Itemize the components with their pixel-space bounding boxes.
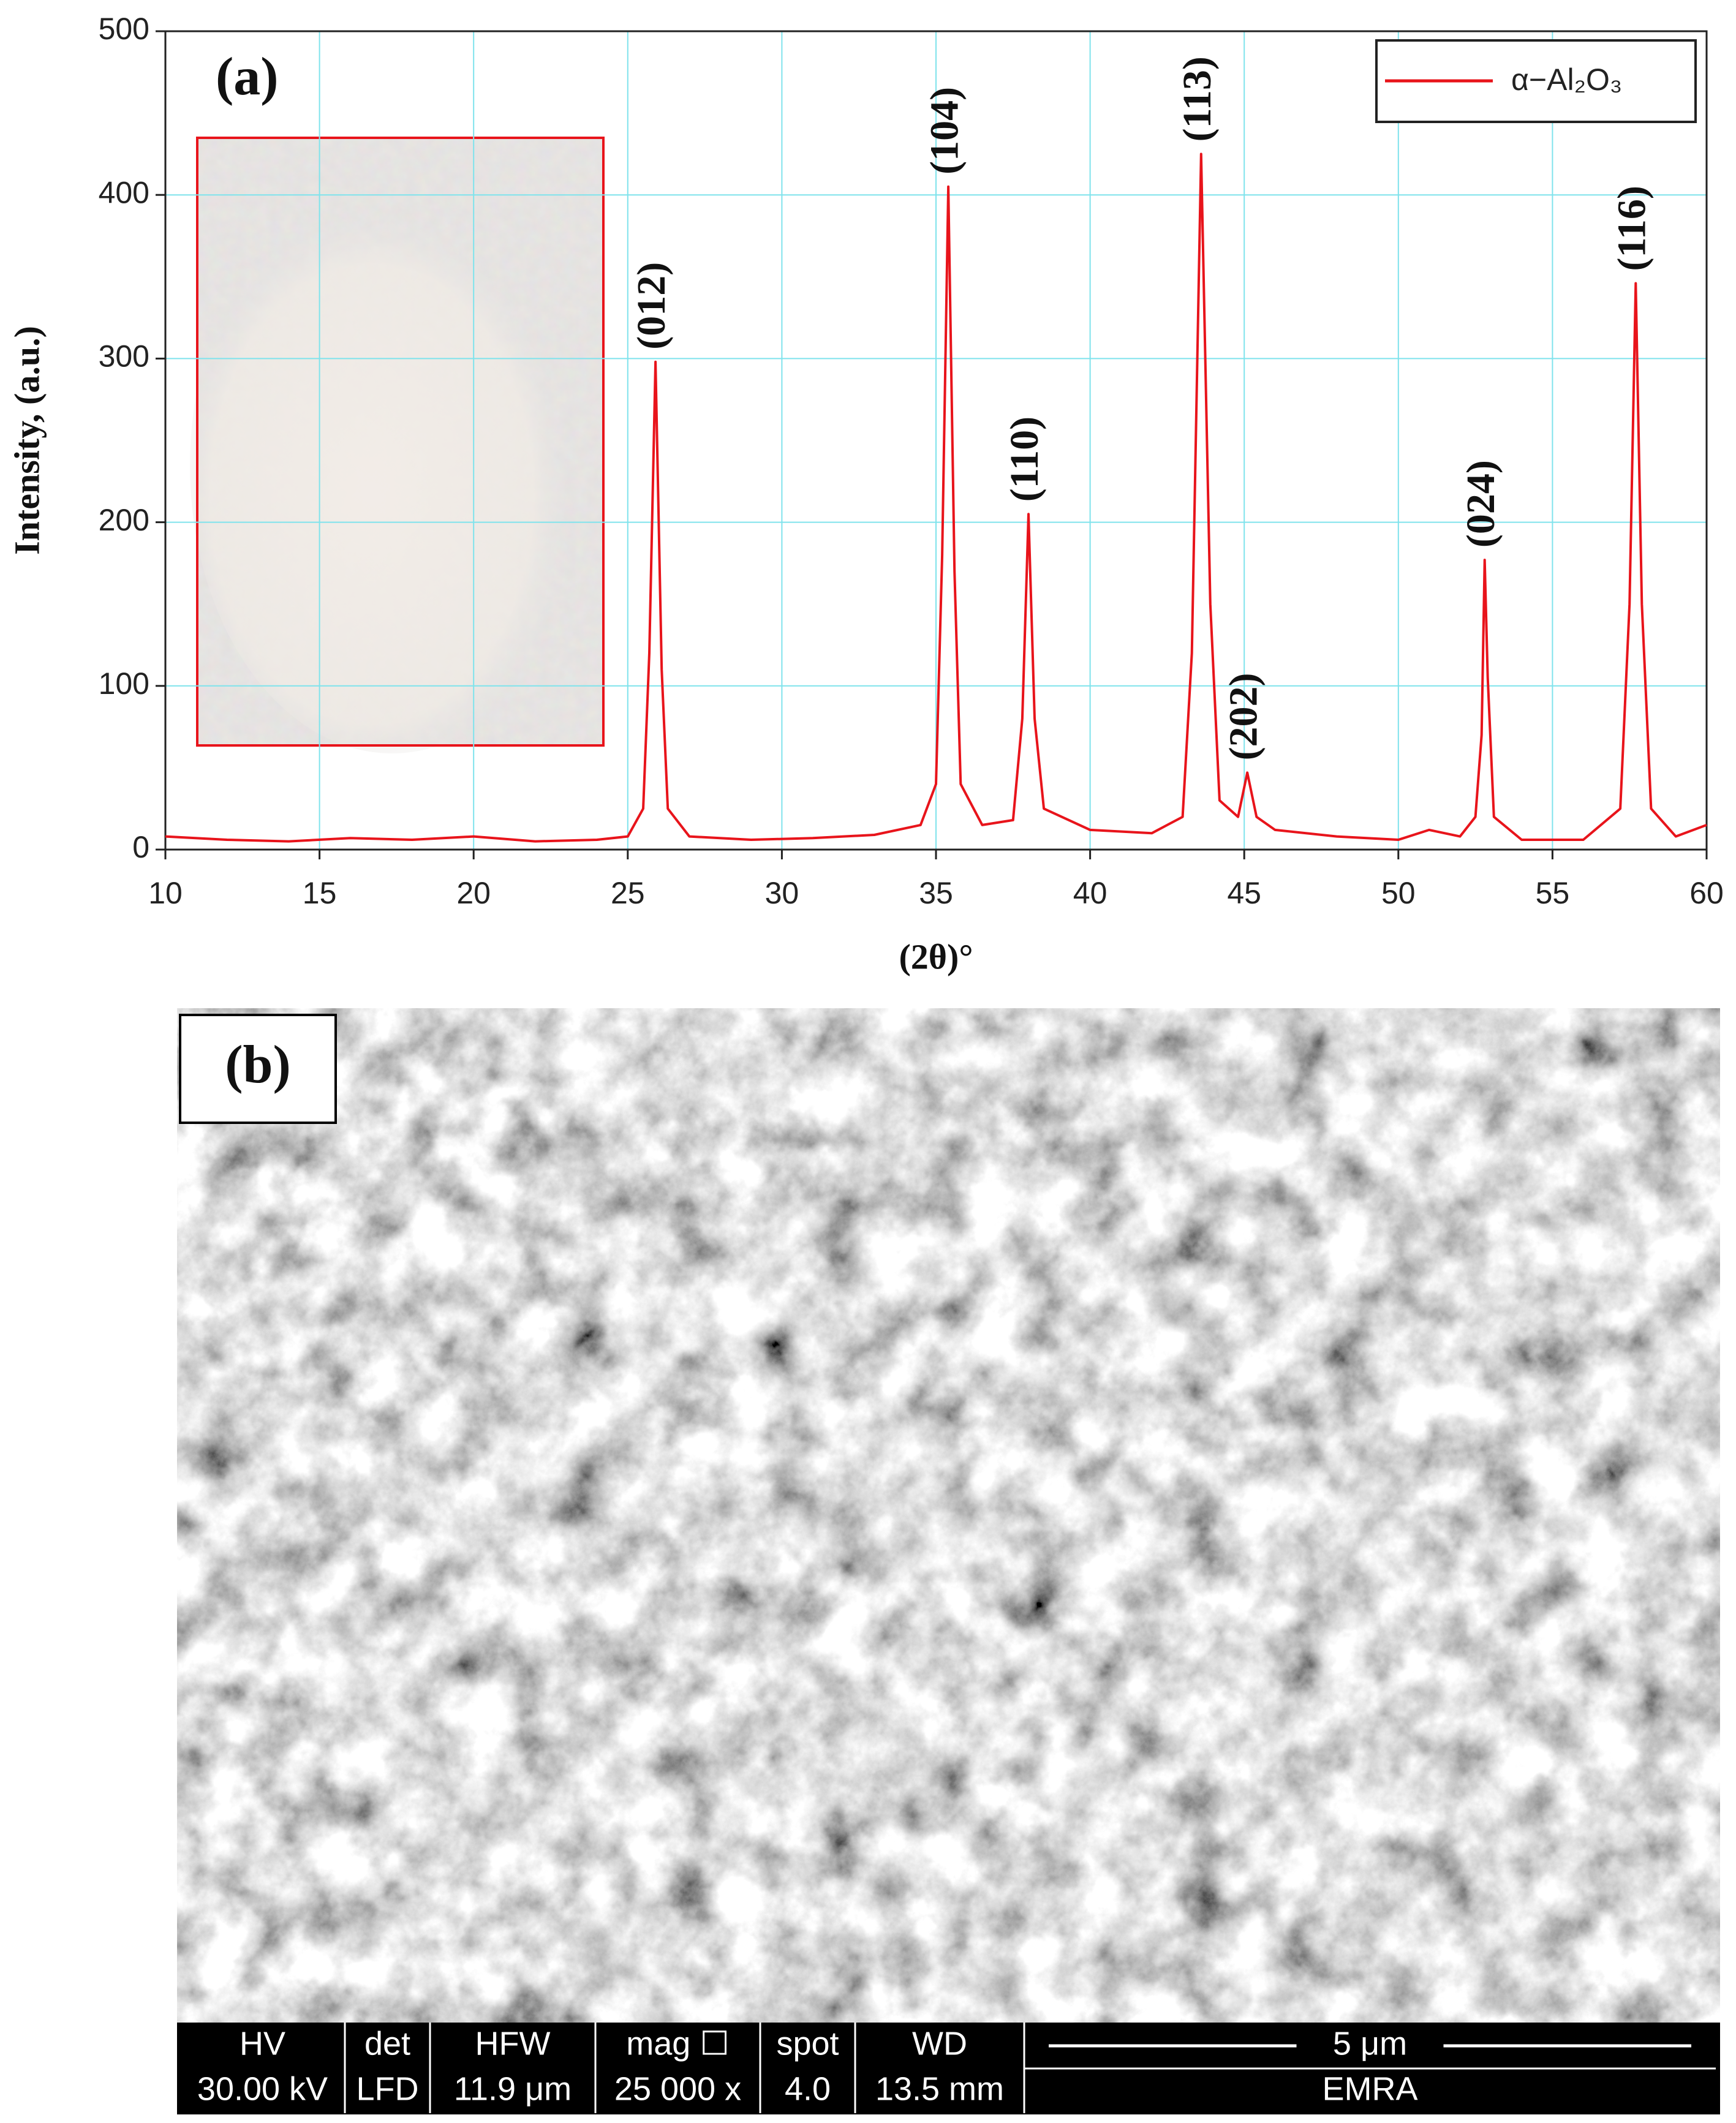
sem-panel: (b) HV 30.00 kV det LFD HFW 11.9 μm mag ☐ 25 00… (177, 1008, 1720, 2114)
x-tick-label: 25 (611, 876, 645, 910)
powder-pile (190, 178, 594, 753)
panel-label: (a) (216, 47, 279, 107)
panel-label-box (179, 1014, 337, 1124)
panel-label: (b) (225, 1035, 291, 1095)
peak-label: (202) (1221, 673, 1266, 760)
plot-frame (164, 30, 1708, 851)
xrd-chart: 10 15 20 25 30 35 40 45 50 55 60 0 100 200 300 400 500 (0… (7, 12, 1724, 976)
x-tick-label: 45 (1227, 876, 1261, 910)
x-tick-label: 10 (148, 876, 183, 910)
info-value: LFD (356, 2070, 418, 2107)
info-header: WD (912, 2025, 967, 2062)
info-value: 13.5 mm (875, 2070, 1004, 2107)
scale-label: 5 μm (1333, 2025, 1407, 2062)
info-header: HFW (475, 2025, 551, 2062)
info-header: spot (776, 2025, 839, 2062)
y-tick-label: 300 (99, 339, 149, 374)
peak-label: (116) (1609, 186, 1654, 271)
legend-box (1375, 39, 1697, 123)
x-axis-label: (2θ)° (899, 937, 973, 976)
legend-label: α−Al₂O₃ (1511, 62, 1622, 97)
info-value: 11.9 μm (454, 2070, 572, 2107)
x-tick-label: 60 (1689, 876, 1724, 910)
scale-label-bg (1296, 2026, 1444, 2065)
y-tick-label: 400 (99, 175, 149, 209)
info-header: det (364, 2025, 410, 2062)
sem-texture (177, 1008, 1720, 2023)
info-value: 4.0 (785, 2070, 831, 2107)
info-cells: HV 30.00 kV det LFD HFW 11.9 μm mag ☐ 25 000 x s… (197, 2023, 1716, 2113)
x-tick-label: 20 (456, 876, 491, 910)
x-tick-label: 15 (303, 876, 337, 910)
peak-label: (024) (1459, 460, 1503, 548)
xrd-line (165, 153, 1707, 843)
x-tick-label: 50 (1381, 876, 1416, 910)
x-tick-label: 40 (1073, 876, 1108, 910)
x-tick-label: 55 (1536, 876, 1570, 910)
lab-name: EMRA (1322, 2070, 1417, 2107)
info-header: HV (240, 2025, 285, 2062)
peak-label: (110) (1002, 417, 1047, 502)
x-tick-label: 30 (765, 876, 799, 910)
inset-border (196, 137, 605, 747)
info-value: 30.00 kV (197, 2070, 328, 2107)
peak-label: (012) (629, 262, 674, 350)
info-header: mag ☐ (626, 2025, 729, 2062)
y-tick-label: 0 (132, 830, 149, 864)
info-value: 25 000 x (614, 2070, 741, 2107)
x-tick-label: 35 (919, 876, 953, 910)
peak-label: (104) (922, 87, 967, 175)
y-tick-label: 100 (99, 666, 149, 701)
y-tick-label: 500 (99, 12, 149, 46)
y-tick-label: 200 (99, 503, 149, 537)
y-axis-label: Intensity, (a.u.) (7, 326, 47, 555)
peak-label: (113) (1175, 56, 1220, 141)
